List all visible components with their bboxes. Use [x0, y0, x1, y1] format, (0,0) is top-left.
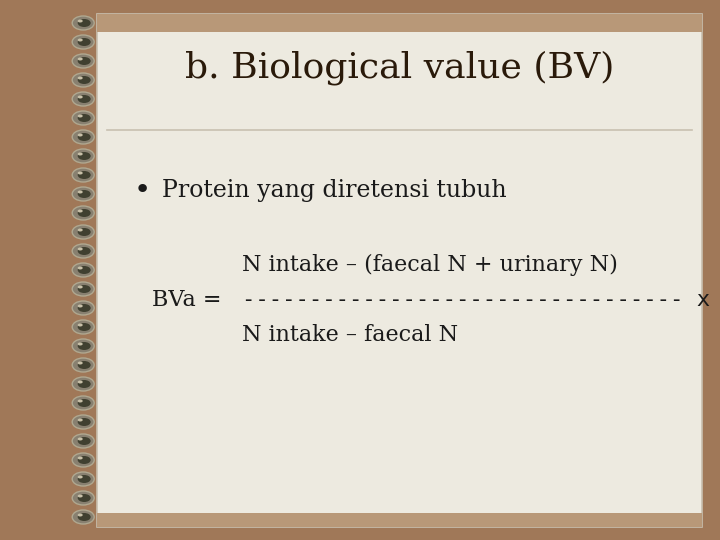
Ellipse shape — [72, 491, 94, 505]
Ellipse shape — [78, 494, 91, 502]
Bar — [97, 512, 702, 526]
Ellipse shape — [78, 380, 91, 388]
Ellipse shape — [78, 342, 83, 346]
Ellipse shape — [78, 172, 83, 174]
Text: --------------------------------- x 100%: --------------------------------- x 100% — [242, 290, 720, 310]
Ellipse shape — [72, 111, 94, 125]
Ellipse shape — [72, 130, 94, 144]
Ellipse shape — [78, 96, 83, 98]
Ellipse shape — [78, 418, 83, 422]
Ellipse shape — [78, 190, 91, 198]
Ellipse shape — [78, 304, 91, 312]
Ellipse shape — [78, 305, 83, 307]
Ellipse shape — [78, 228, 83, 232]
Ellipse shape — [78, 476, 83, 478]
Ellipse shape — [78, 323, 91, 331]
Ellipse shape — [72, 415, 94, 429]
Ellipse shape — [78, 286, 83, 288]
Ellipse shape — [78, 342, 91, 350]
Ellipse shape — [78, 152, 91, 160]
Ellipse shape — [78, 437, 83, 441]
Ellipse shape — [78, 114, 83, 118]
Ellipse shape — [78, 133, 91, 141]
Ellipse shape — [72, 149, 94, 163]
Ellipse shape — [72, 92, 94, 106]
Ellipse shape — [78, 38, 91, 46]
Ellipse shape — [78, 399, 91, 407]
Ellipse shape — [72, 339, 94, 353]
Ellipse shape — [72, 320, 94, 334]
Text: •: • — [134, 176, 150, 204]
Ellipse shape — [78, 267, 83, 269]
Ellipse shape — [78, 513, 91, 521]
Ellipse shape — [78, 247, 91, 255]
Ellipse shape — [72, 301, 94, 315]
Ellipse shape — [78, 191, 83, 193]
Ellipse shape — [78, 381, 83, 383]
Ellipse shape — [72, 453, 94, 467]
Ellipse shape — [72, 472, 94, 486]
Ellipse shape — [78, 114, 91, 122]
Ellipse shape — [72, 225, 94, 239]
Ellipse shape — [72, 35, 94, 49]
Ellipse shape — [78, 400, 83, 402]
Ellipse shape — [78, 38, 83, 42]
Ellipse shape — [78, 285, 91, 293]
Ellipse shape — [78, 57, 91, 65]
Ellipse shape — [78, 247, 83, 251]
Ellipse shape — [78, 361, 83, 365]
Ellipse shape — [72, 358, 94, 372]
Text: N intake – faecal N: N intake – faecal N — [242, 324, 459, 346]
Ellipse shape — [72, 244, 94, 258]
Ellipse shape — [78, 266, 91, 274]
Bar — [97, 14, 702, 526]
Ellipse shape — [78, 133, 83, 137]
Text: b. Biological value (BV): b. Biological value (BV) — [185, 51, 614, 85]
Ellipse shape — [78, 19, 83, 23]
Ellipse shape — [78, 209, 91, 217]
Ellipse shape — [78, 514, 83, 516]
Ellipse shape — [78, 171, 91, 179]
Ellipse shape — [72, 282, 94, 296]
Text: BVa =: BVa = — [152, 289, 229, 311]
Ellipse shape — [78, 418, 91, 426]
Ellipse shape — [78, 76, 91, 84]
Ellipse shape — [72, 16, 94, 30]
Bar — [97, 14, 702, 31]
Ellipse shape — [78, 210, 83, 213]
Ellipse shape — [72, 206, 94, 220]
Ellipse shape — [78, 77, 83, 79]
Ellipse shape — [78, 475, 91, 483]
Ellipse shape — [78, 437, 91, 445]
Ellipse shape — [78, 152, 83, 156]
Ellipse shape — [72, 377, 94, 391]
Ellipse shape — [72, 54, 94, 68]
Ellipse shape — [72, 187, 94, 201]
Ellipse shape — [78, 456, 83, 460]
Ellipse shape — [78, 495, 83, 497]
Text: Protein yang diretensi tubuh: Protein yang diretensi tubuh — [162, 179, 507, 201]
Ellipse shape — [78, 19, 91, 27]
Ellipse shape — [72, 168, 94, 182]
Ellipse shape — [78, 57, 83, 60]
Ellipse shape — [72, 263, 94, 277]
Text: N intake – (faecal N + urinary N): N intake – (faecal N + urinary N) — [242, 254, 618, 276]
Ellipse shape — [72, 510, 94, 524]
Ellipse shape — [78, 228, 91, 236]
Ellipse shape — [78, 361, 91, 369]
Ellipse shape — [72, 396, 94, 410]
Ellipse shape — [78, 323, 83, 327]
Ellipse shape — [78, 456, 91, 464]
Ellipse shape — [78, 95, 91, 103]
Ellipse shape — [72, 73, 94, 87]
Ellipse shape — [72, 434, 94, 448]
